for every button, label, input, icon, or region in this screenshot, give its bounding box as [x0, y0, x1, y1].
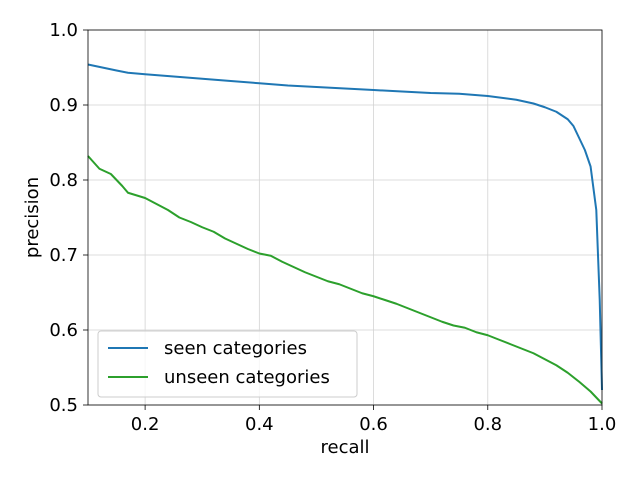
- legend-label: seen categories: [164, 338, 307, 359]
- x-axis-ticks: 0.2 0.4 0.6 0.8 1.0: [131, 405, 617, 435]
- y-axis-ticks: 0.5 0.6 0.7 0.8 0.9 1.0: [49, 20, 88, 416]
- y-tick-label: 0.9: [49, 95, 78, 116]
- y-tick-label: 0.6: [49, 320, 78, 341]
- x-tick-label: 0.6: [359, 414, 388, 435]
- x-tick-label: 0.4: [245, 414, 274, 435]
- y-tick-label: 0.7: [49, 245, 78, 266]
- legend-label: unseen categories: [164, 367, 330, 388]
- series-lines: [87, 63, 603, 405]
- y-tick-label: 1.0: [49, 20, 78, 41]
- x-tick-label: 0.8: [473, 414, 502, 435]
- x-tick-label: 1.0: [588, 414, 617, 435]
- x-tick-label: 0.2: [131, 414, 160, 435]
- plot-frame: [87, 29, 603, 406]
- y-axis-label: precision: [22, 177, 43, 258]
- legend: seen categories unseen categories: [97, 330, 358, 398]
- series-line-seen: [87, 63, 603, 391]
- legend-box: [97, 330, 358, 398]
- x-axis-label: recall: [320, 437, 369, 458]
- y-tick-label: 0.8: [49, 170, 78, 191]
- series-line-unseen: [87, 155, 603, 405]
- y-tick-label: 0.5: [49, 395, 78, 416]
